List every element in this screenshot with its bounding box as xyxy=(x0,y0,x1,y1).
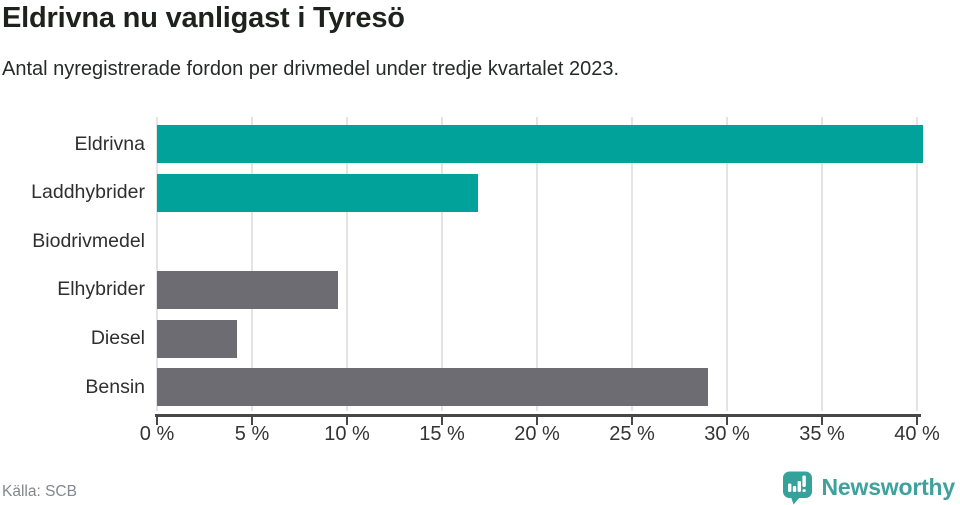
x-axis-tick xyxy=(536,417,538,425)
gridline xyxy=(631,117,633,411)
x-axis-tick xyxy=(251,417,253,425)
brand-name: Newsworthy xyxy=(821,473,956,500)
gridline xyxy=(726,117,728,411)
source-note: Källa: SCB xyxy=(2,483,77,500)
category-label: Elhybrider xyxy=(57,278,145,300)
x-axis-tick-label: 10 % xyxy=(324,423,370,445)
category-label: Bensin xyxy=(85,376,145,398)
x-axis-tick-label: 25 % xyxy=(609,423,655,445)
x-axis-tick xyxy=(441,417,443,425)
gridline xyxy=(821,117,823,411)
x-axis-tick xyxy=(346,417,348,425)
bar-bensin xyxy=(157,368,708,406)
brand-logo: Newsworthy xyxy=(781,469,955,505)
x-axis-tick xyxy=(916,417,918,425)
x-axis-tick-label: 30 % xyxy=(704,423,750,445)
gridline xyxy=(251,117,253,411)
x-axis-tick xyxy=(726,417,728,425)
x-axis-tick-label: 20 % xyxy=(514,423,560,445)
x-axis-tick xyxy=(821,417,823,425)
gridline xyxy=(346,117,348,411)
category-label: Diesel xyxy=(90,327,145,349)
gridline xyxy=(156,117,158,411)
bar-laddhybrider xyxy=(157,174,478,212)
newsworthy-icon xyxy=(781,470,814,505)
x-axis-tick xyxy=(156,417,158,425)
x-axis-tick-label: 15 % xyxy=(419,423,465,445)
chart-subtitle: Antal nyregistrerade fordon per drivmede… xyxy=(2,58,620,80)
category-label: Biodrivmedel xyxy=(32,230,145,252)
x-axis-tick-label: 0 % xyxy=(139,423,175,445)
bar-eldrivna xyxy=(157,125,923,163)
category-label: Laddhybrider xyxy=(31,181,145,203)
gridline xyxy=(536,117,538,411)
x-axis-tick-label: 35 % xyxy=(799,423,845,445)
x-axis-tick-label: 40 % xyxy=(894,423,940,445)
chart-title: Eldrivna nu vanligast i Tyresö xyxy=(2,2,405,34)
x-axis-tick xyxy=(631,417,633,425)
gridline xyxy=(916,117,918,411)
x-axis-line xyxy=(155,414,921,417)
x-axis-tick-label: 5 % xyxy=(234,423,270,445)
category-label: Eldrivna xyxy=(74,133,145,155)
bar-elhybrider xyxy=(157,271,338,309)
bar-diesel xyxy=(157,320,237,358)
gridline xyxy=(441,117,443,411)
